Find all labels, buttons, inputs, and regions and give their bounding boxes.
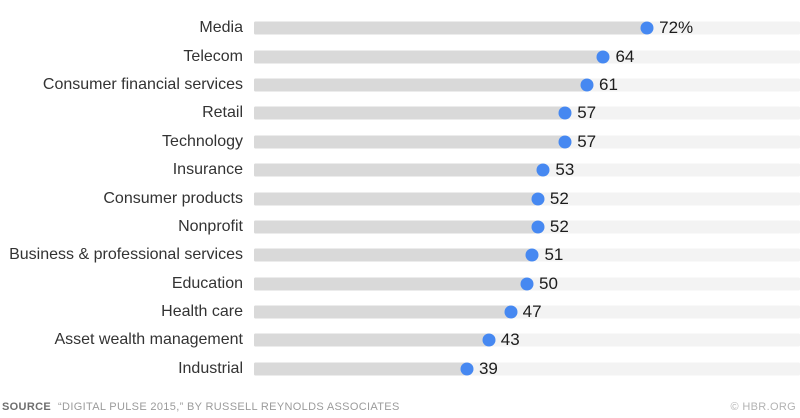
value-dot	[482, 333, 496, 347]
value-dot	[596, 50, 610, 64]
value-label: 57	[577, 131, 597, 151]
category-label: Education	[171, 274, 243, 292]
bar-fill	[254, 248, 533, 262]
value-label: 72%	[659, 18, 694, 38]
chart-row: Consumer financial services 61	[0, 71, 800, 99]
chart-row: Education 50	[0, 270, 800, 298]
value-dot	[580, 78, 594, 92]
bar-area: 57	[254, 99, 800, 127]
bar-area: 51	[254, 241, 800, 269]
category-label: Media	[199, 19, 243, 37]
chart-footer: SOURCE “DIGITAL PULSE 2015,” BY RUSSELL R…	[2, 401, 796, 413]
category-label: Consumer products	[103, 189, 243, 207]
bar-fill	[254, 277, 527, 291]
source-label: SOURCE	[2, 401, 52, 413]
value-label: 64	[615, 46, 635, 66]
chart-row: Health care 47	[0, 298, 800, 326]
category-label: Nonprofit	[178, 217, 243, 235]
category-label: Asset wealth management	[54, 331, 243, 349]
bar-area: 53	[254, 156, 800, 184]
value-dot	[531, 220, 545, 234]
bar-area: 72%	[254, 14, 800, 42]
chart-row: Nonprofit 52	[0, 213, 800, 241]
chart-row: Insurance 53	[0, 156, 800, 184]
bar-fill	[254, 333, 489, 347]
value-label: 43	[500, 330, 520, 350]
bar-fill	[254, 135, 566, 149]
value-dot	[460, 362, 474, 376]
value-label: 39	[478, 358, 498, 378]
bar-fill	[254, 362, 467, 376]
chart-row: Industrial 39	[0, 355, 800, 383]
bar-fill	[254, 21, 648, 35]
value-dot	[536, 163, 550, 177]
source-text: “DIGITAL PULSE 2015,” BY RUSSELL REYNOLD…	[58, 401, 400, 413]
bar-fill	[254, 192, 538, 206]
value-dot	[640, 21, 654, 35]
chart-row: Consumer products 52	[0, 184, 800, 212]
category-label: Health care	[161, 303, 243, 321]
value-label: 52	[549, 216, 569, 236]
bar-fill	[254, 78, 588, 92]
value-label: 52	[549, 188, 569, 208]
value-dot	[531, 192, 545, 206]
bar-fill	[254, 106, 566, 120]
chart-row: Telecom 64	[0, 42, 800, 70]
source-line: SOURCE “DIGITAL PULSE 2015,” BY RUSSELL R…	[2, 401, 400, 413]
value-dot	[525, 248, 539, 262]
chart-row: Business & professional services 51	[0, 241, 800, 269]
value-dot	[520, 277, 534, 291]
chart-row: Technology 57	[0, 128, 800, 156]
chart-row: Asset wealth management 43	[0, 326, 800, 354]
dot-plot-chart: Media 72% Telecom 64 Consumer financial serv…	[0, 14, 800, 383]
value-dot	[558, 106, 572, 120]
bar-fill	[254, 220, 538, 234]
value-label: 61	[599, 74, 618, 94]
bar-area: 47	[254, 298, 800, 326]
bar-fill	[254, 50, 604, 64]
category-label: Technology	[162, 132, 243, 150]
value-dot	[558, 135, 572, 149]
bar-area: 64	[254, 42, 800, 70]
category-label: Retail	[202, 104, 243, 122]
credit-text: © HBR.ORG	[730, 401, 796, 413]
value-label: 53	[555, 160, 575, 180]
bar-area: 52	[254, 213, 800, 241]
value-label: 50	[539, 273, 558, 293]
bar-area: 43	[254, 326, 800, 354]
bar-area: 57	[254, 128, 800, 156]
category-label: Insurance	[172, 161, 243, 179]
category-label: Industrial	[178, 359, 243, 377]
category-label: Telecom	[183, 47, 243, 65]
bar-fill	[254, 305, 511, 319]
chart-row: Media 72%	[0, 14, 800, 42]
category-label: Business & professional services	[9, 246, 243, 264]
bar-area: 52	[254, 184, 800, 212]
value-label: 47	[522, 302, 542, 322]
bar-area: 50	[254, 270, 800, 298]
bar-fill	[254, 163, 544, 177]
bar-area: 39	[254, 355, 800, 383]
bar-area: 61	[254, 71, 800, 99]
chart-row: Retail 57	[0, 99, 800, 127]
value-dot	[504, 305, 518, 319]
value-label: 51	[544, 245, 564, 265]
category-label: Consumer financial services	[42, 75, 243, 93]
value-label: 57	[577, 103, 597, 123]
